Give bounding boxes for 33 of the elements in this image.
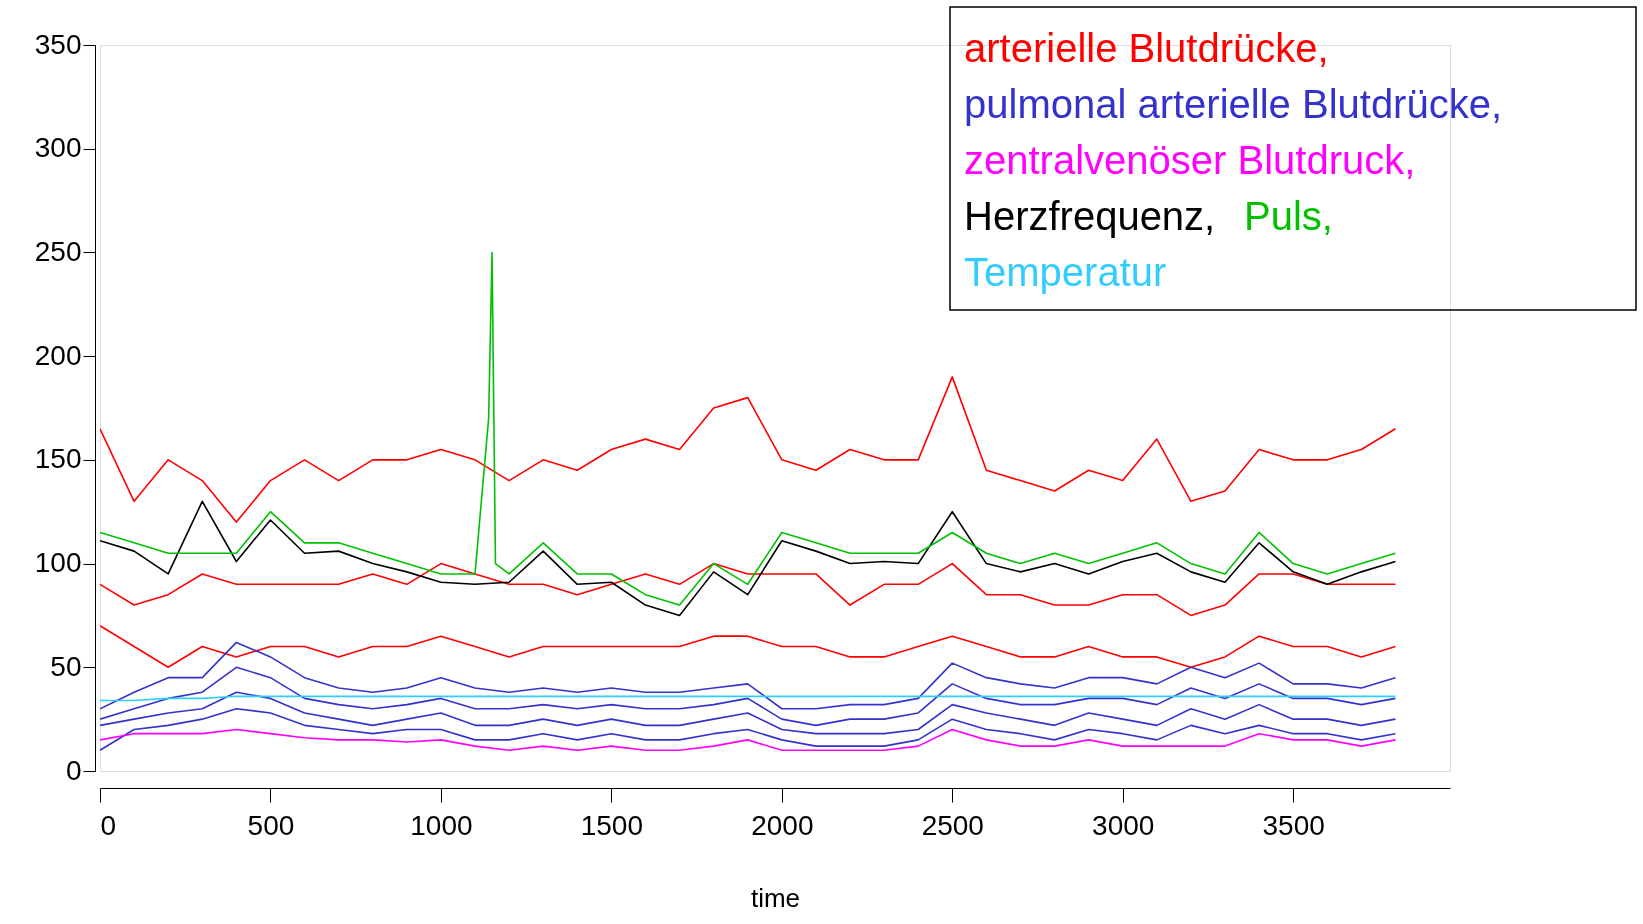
y-tick-label: 150 bbox=[34, 443, 82, 475]
text: Herzfrequenz, bbox=[964, 194, 1216, 238]
text: zentralvenöser Blutdruck, bbox=[964, 138, 1416, 182]
x-tick-label: 2500 bbox=[921, 809, 984, 841]
y-tick-label: 300 bbox=[34, 132, 82, 164]
y-tick-label: 0 bbox=[65, 754, 82, 786]
text: pulmonal arterielle Blutdrücke, bbox=[964, 82, 1503, 126]
x-tick-label: 2000 bbox=[751, 809, 814, 841]
y-tick-label: 100 bbox=[34, 547, 82, 579]
text: Puls, bbox=[1244, 194, 1333, 238]
line-series bbox=[100, 728, 1397, 752]
x-tick-label: 1000 bbox=[410, 809, 473, 841]
line-series bbox=[100, 641, 1397, 710]
y-tick-label: 250 bbox=[34, 235, 82, 267]
x-tick-label: 0 bbox=[100, 809, 117, 841]
y-tick-label: 200 bbox=[34, 339, 82, 371]
text: Temperatur bbox=[964, 250, 1167, 294]
line-series bbox=[100, 666, 1397, 727]
line-series bbox=[100, 251, 1397, 606]
x-tick-label: 3500 bbox=[1262, 809, 1325, 841]
line-series bbox=[100, 500, 1397, 617]
line-series bbox=[100, 562, 1397, 617]
y-tick-label: 50 bbox=[50, 650, 82, 682]
x-tick-label: 1500 bbox=[580, 809, 644, 841]
x-axis-title: time bbox=[750, 882, 801, 913]
line-series bbox=[100, 691, 1397, 735]
line-series bbox=[100, 625, 1397, 669]
x-tick-label: 500 bbox=[247, 809, 295, 841]
line-series bbox=[100, 376, 1397, 523]
line-series bbox=[100, 707, 1397, 752]
y-tick-label: 350 bbox=[34, 28, 82, 60]
x-tick-label: 3000 bbox=[1092, 809, 1155, 841]
text: arterielle Blutdrücke, bbox=[964, 26, 1329, 70]
